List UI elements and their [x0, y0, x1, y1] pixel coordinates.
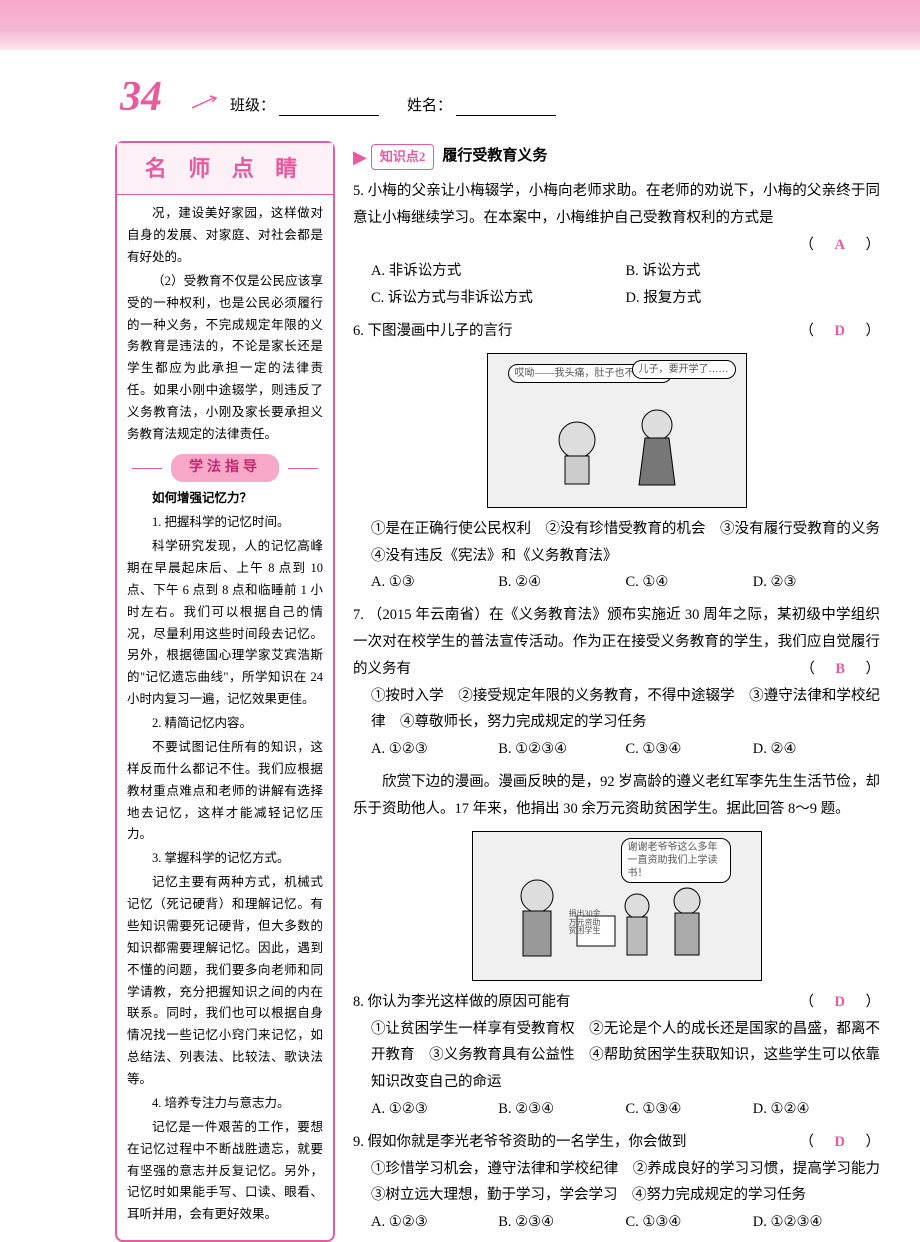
- q8-optD: D. ①②④: [753, 1096, 880, 1123]
- q5-stem: 5. 小梅的父亲让小梅辍学，小梅向老师求助。在老师的劝说下，小梅的父亲终于同意让…: [353, 178, 880, 232]
- q7-optD: D. ②④: [753, 736, 880, 763]
- question-8: 8. 你认为李光这样做的原因可能有 （ D ） ①让贫困学生一样享有受教育权 ②…: [353, 989, 880, 1123]
- q6-optA: A. ①③: [371, 569, 498, 596]
- q8-answer-slot: （ D ）: [800, 989, 880, 1016]
- q7-optA: A. ①②③: [371, 736, 498, 763]
- sidebar: 名 师 点 睛 况，建设美好家园，这样做对自身的发展、对家庭、对社会都是有好处的…: [115, 141, 335, 1242]
- q6-optC: C. ①④: [626, 569, 753, 596]
- m4-body: 记忆是一件艰苦的工作，要想在记忆过程中不断战胜遗忘，就要有坚强的意志并反复记忆。…: [127, 1117, 323, 1226]
- kp-badge: 知识点2: [371, 144, 435, 170]
- q6-answer: D: [829, 323, 851, 339]
- arrow-icon: [192, 94, 222, 110]
- content-area: 名 师 点 睛 况，建设美好家园，这样做对自身的发展、对家庭、对社会都是有好处的…: [0, 141, 920, 1242]
- q9-items: ①珍惜学习机会，遵守法律和学校纪律 ②养成良好的学习习惯，提高学习能力 ③树立远…: [353, 1156, 880, 1210]
- header-row: 34 班级： 姓名：: [0, 50, 920, 141]
- sidebar-para2: （2）受教育不仅是公民应该享受的一种权利，也是公民必须履行的一种义务，不完成规定…: [127, 271, 323, 446]
- q5-options-row1: A. 非诉讼方式 B. 诉讼方式: [353, 258, 880, 285]
- q7-stem: 7. （2015 年云南省）在《义务教育法》颁布实施近 30 周年之际，某初级中…: [353, 602, 880, 682]
- m2-body: 不要试图记住所有的知识，这样反而什么都记不住。我们应根据教材重点难点和老师的讲解…: [127, 737, 323, 846]
- q8-optA: A. ①②③: [371, 1096, 498, 1123]
- q9-optC: C. ①③④: [626, 1209, 753, 1236]
- q9-optA: A. ①②③: [371, 1209, 498, 1236]
- top-banner: [0, 0, 920, 50]
- q8-stem: 8. 你认为李光这样做的原因可能有 （ D ）: [353, 989, 880, 1016]
- cartoon2-sign: 捐出30余万元资助贫困学生: [568, 910, 602, 936]
- cartoon1-bubble2: 儿子，要开学了……: [632, 360, 736, 379]
- q9-optD: D. ①②③④: [753, 1209, 880, 1236]
- form-labels: 班级： 姓名：: [230, 93, 556, 120]
- q7-answer: B: [829, 661, 851, 677]
- q6-stem: 6. 下图漫画中儿子的言行 （ D ）: [353, 318, 880, 345]
- q7-options: A. ①②③ B. ①②③④ C. ①③④ D. ②④: [353, 736, 880, 763]
- method-badge: 学法指导: [171, 454, 279, 483]
- q6-options: A. ①③ B. ②④ C. ①④ D. ②③: [353, 569, 880, 596]
- q9-optB: B. ②③④: [498, 1209, 625, 1236]
- decor-line-right: [288, 468, 318, 469]
- q9-options: A. ①②③ B. ②③④ C. ①③④ D. ①②③④: [353, 1209, 880, 1236]
- m2-title: 2. 精简记忆内容。: [127, 713, 323, 735]
- q9-answer-slot: （ D ）: [800, 1129, 880, 1156]
- q6-optD: D. ②③: [753, 569, 880, 596]
- class-label: 班级：: [230, 93, 275, 120]
- method-question: 如何增强记忆力？: [127, 488, 323, 510]
- m4-title: 4. 培养专注力与意志力。: [127, 1093, 323, 1115]
- q7-optB: B. ①②③④: [498, 736, 625, 763]
- question-6: 6. 下图漫画中儿子的言行 （ D ） 哎呦——我头痛，肚子也不舒服。 儿子，要…: [353, 318, 880, 596]
- question-9: 9. 假如你就是李光老爷爷资助的一名学生，你会做到 （ D ） ①珍惜学习机会，…: [353, 1129, 880, 1236]
- question-5: 5. 小梅的父亲让小梅辍学，小梅向老师求助。在老师的劝说下，小梅的父亲终于同意让…: [353, 178, 880, 312]
- q8-optB: B. ②③④: [498, 1096, 625, 1123]
- q7-items: ①按时入学 ②接受规定年限的义务教育，不得中途辍学 ③遵守法律和学校纪律 ④尊敬…: [353, 683, 880, 737]
- cartoon-2: 谢谢老爷爷这么多年一直资助我们上学读书！ 捐出30余万元资助贫困学生: [472, 831, 762, 981]
- q9-stem: 9. 假如你就是李光老爷爷资助的一名学生，你会做到 （ D ）: [353, 1129, 880, 1156]
- page-number: 34: [120, 60, 162, 136]
- q5-options-row2: C. 诉讼方式与非诉讼方式 D. 报复方式: [353, 285, 880, 312]
- cartoon1-figures: [517, 370, 717, 490]
- sidebar-content: 况，建设美好家园，这样做对自身的发展、对家庭、对社会都是有好处的。 （2）受教育…: [117, 195, 333, 1236]
- q5-optD: D. 报复方式: [626, 285, 881, 312]
- q6-items: ①是在正确行使公民权利 ②没有珍惜受教育的机会 ③没有履行受教育的义务 ④没有违…: [353, 516, 880, 570]
- m3-title: 3. 掌握科学的记忆方式。: [127, 848, 323, 870]
- q8-answer: D: [829, 994, 851, 1010]
- name-underline: [456, 98, 556, 116]
- q7-answer-slot: （ B ）: [800, 656, 880, 683]
- class-underline: [279, 98, 379, 116]
- m1-body: 科学研究发现，人的记忆高峰期在早晨起床后、上午 8 点到 10 点、下午 6 点…: [127, 536, 323, 711]
- sidebar-title: 名 师 点 睛: [117, 143, 333, 196]
- q9-stem-text: 9. 假如你就是李光老爷爷资助的一名学生，你会做到: [353, 1134, 687, 1150]
- m1-title: 1. 把握科学的记忆时间。: [127, 512, 323, 534]
- cartoon2-bubble: 谢谢老爷爷这么多年一直资助我们上学读书！: [621, 838, 731, 883]
- q5-optC: C. 诉讼方式与非诉讼方式: [371, 285, 626, 312]
- play-icon: ▶: [353, 141, 367, 174]
- kp-title: 履行受教育义务: [442, 143, 547, 171]
- sidebar-para1: 况，建设美好家园，这样做对自身的发展、对家庭、对社会都是有好处的。: [127, 203, 323, 269]
- q6-optB: B. ②④: [498, 569, 625, 596]
- q8-stem-text: 8. 你认为李光这样做的原因可能有: [353, 994, 571, 1010]
- main-column: ▶ 知识点2 履行受教育义务 5. 小梅的父亲让小梅辍学，小梅向老师求助。在老师…: [347, 141, 880, 1242]
- q6-stem-text: 6. 下图漫画中儿子的言行: [353, 323, 513, 339]
- q8-items: ①让贫困学生一样享有受教育权 ②无论是个人的成长还是国家的昌盛，都离不开教育 ③…: [353, 1016, 880, 1096]
- name-label: 姓名：: [407, 93, 452, 120]
- q5-answer: A: [829, 237, 851, 253]
- decor-line-left: [132, 468, 162, 469]
- q5-optB: B. 诉讼方式: [626, 258, 881, 285]
- q8-options: A. ①②③ B. ②③④ C. ①③④ D. ①②④: [353, 1096, 880, 1123]
- q6-answer-slot: （ D ）: [800, 318, 880, 345]
- q5-optA: A. 非诉讼方式: [371, 258, 626, 285]
- cartoon-1: 哎呦——我头痛，肚子也不舒服。 儿子，要开学了……: [487, 353, 747, 508]
- passage-text: 欣赏下边的漫画。漫画反映的是，92 岁高龄的遵义老红军李先生生活节俭，却乐于资助…: [353, 769, 880, 823]
- q7-optC: C. ①③④: [626, 736, 753, 763]
- knowledge-point-row: ▶ 知识点2 履行受教育义务: [353, 141, 880, 174]
- question-7: 7. （2015 年云南省）在《义务教育法》颁布实施近 30 周年之际，某初级中…: [353, 602, 880, 763]
- m3-body: 记忆主要有两种方式，机械式记忆（死记硬背）和理解记忆。有些知识需要死记硬背，但大…: [127, 872, 323, 1091]
- q8-optC: C. ①③④: [626, 1096, 753, 1123]
- q5-answer-slot: （ A ）: [353, 232, 880, 259]
- q9-answer: D: [829, 1134, 851, 1150]
- method-header: 学法指导: [127, 454, 323, 483]
